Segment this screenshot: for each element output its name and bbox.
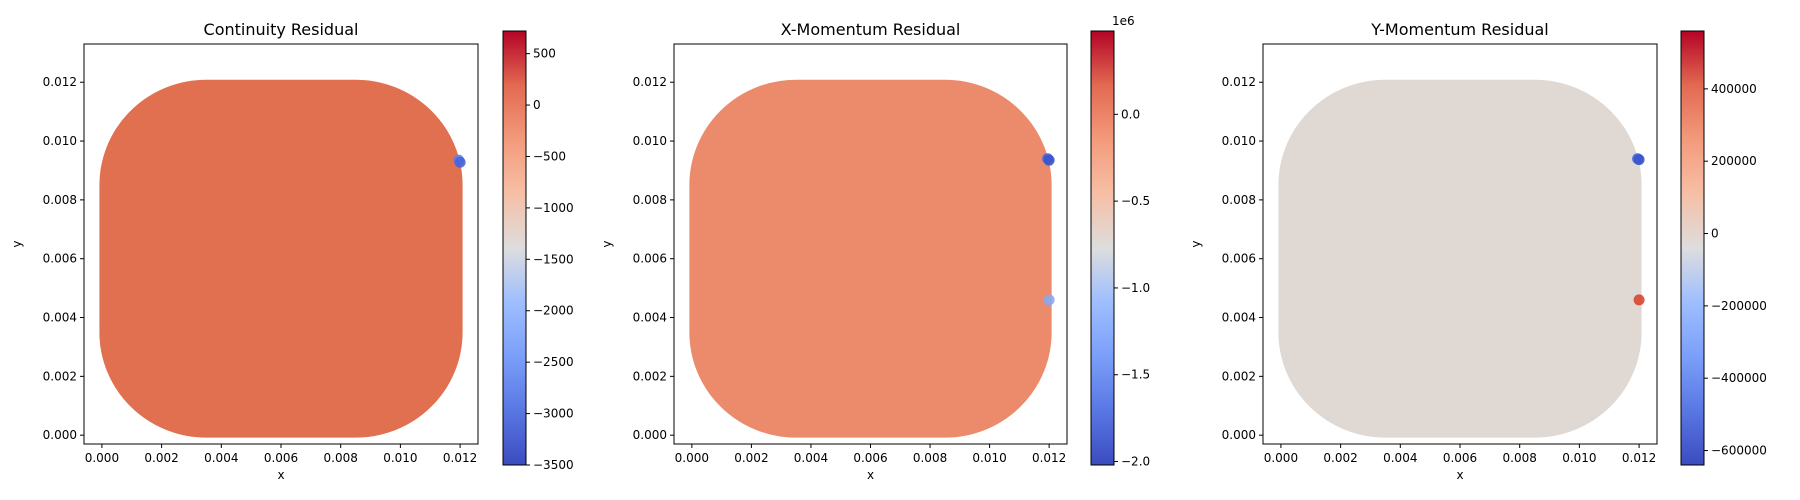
colorbar-tick-label: −2.0 <box>1121 455 1150 469</box>
colorbar-tick-label: −3500 <box>533 458 574 472</box>
x-tick-label: 0.000 <box>1264 451 1298 465</box>
colorbar-tick-label: −1.5 <box>1121 368 1150 382</box>
y-tick-label: 0.006 <box>43 252 77 266</box>
x-tick-label: 0.008 <box>1503 451 1537 465</box>
y-axis-label: y <box>600 240 614 247</box>
chart-title: Continuity Residual <box>204 20 359 39</box>
colorbar-tick-label: −0.5 <box>1121 194 1150 208</box>
residual-field-region <box>1278 79 1642 438</box>
y-tick-label: 0.006 <box>633 252 667 266</box>
x-tick-label: 0.012 <box>1622 451 1656 465</box>
x-tick-label: 0.008 <box>324 451 358 465</box>
colorbar-tick-label: −1500 <box>533 252 574 266</box>
colorbar-tick-label: −600000 <box>1711 444 1767 458</box>
x-tick-label: 0.012 <box>443 451 477 465</box>
y-tick-label: 0.012 <box>1222 75 1256 89</box>
y-tick-label: 0.010 <box>43 134 77 148</box>
colorbar-tick-label: −1000 <box>533 201 574 215</box>
y-tick-label: 0.002 <box>1222 369 1256 383</box>
colorbar <box>1680 30 1705 466</box>
x-axis-label: x <box>277 468 284 482</box>
colorbar-tick-label: −1.0 <box>1121 281 1150 295</box>
outlier-point <box>1043 154 1055 166</box>
colorbar-tick-label: −2500 <box>533 355 574 369</box>
subplot-3: 0.000 0.002 0.004 0.006 0.008 0.010 0.012 0.000… <box>1189 20 1767 482</box>
colorbar-tick-label: −2000 <box>533 304 574 318</box>
y-axis-label: y <box>1189 240 1203 247</box>
subplot-2: 0.000 0.002 0.004 0.006 0.008 0.010 0.012 0.000… <box>600 14 1150 482</box>
residual-field-region <box>99 79 463 438</box>
colorbar-tick-label: 0 <box>533 98 541 112</box>
colorbar-tick-label: 0.0 <box>1121 107 1140 121</box>
colorbar-tick-label: −3000 <box>533 407 574 421</box>
y-tick-label: 0.000 <box>1222 428 1256 442</box>
y-tick-label: 0.002 <box>43 369 77 383</box>
x-axis-label: x <box>1456 468 1463 482</box>
x-tick-label: 0.000 <box>675 451 709 465</box>
x-tick-label: 0.010 <box>972 451 1006 465</box>
x-tick-label: 0.006 <box>1443 451 1477 465</box>
colorbar-tick-label: 200000 <box>1711 154 1757 168</box>
colorbar <box>1090 30 1115 466</box>
y-tick-label: 0.004 <box>43 311 77 325</box>
chart-title: X-Momentum Residual <box>781 20 961 39</box>
y-tick-label: 0.012 <box>43 75 77 89</box>
outlier-point <box>1633 294 1645 306</box>
x-tick-label: 0.004 <box>794 451 828 465</box>
x-tick-label: 0.002 <box>1323 451 1357 465</box>
y-tick-label: 0.004 <box>633 311 667 325</box>
colorbar-tick-label: 0 <box>1711 227 1719 241</box>
y-tick-label: 0.000 <box>633 428 667 442</box>
y-tick-label: 0.010 <box>1222 134 1256 148</box>
y-axis-label: y <box>10 240 24 247</box>
y-tick-label: 0.008 <box>1222 193 1256 207</box>
residual-field-region <box>689 79 1052 438</box>
y-tick-label: 0.000 <box>43 428 77 442</box>
x-tick-label: 0.006 <box>853 451 887 465</box>
subplot-1: 0.000 0.002 0.004 0.006 0.008 0.010 0.012 0.000… <box>10 20 574 482</box>
x-tick-label: 0.002 <box>144 451 178 465</box>
x-tick-label: 0.004 <box>1383 451 1417 465</box>
x-tick-label: 0.002 <box>734 451 768 465</box>
outlier-point <box>1043 294 1055 306</box>
colorbar-tick-label: 400000 <box>1711 82 1757 96</box>
y-tick-label: 0.008 <box>43 193 77 207</box>
x-tick-label: 0.004 <box>204 451 238 465</box>
x-tick-label: 0.010 <box>383 451 417 465</box>
y-tick-label: 0.012 <box>633 75 667 89</box>
x-axis-label: x <box>867 468 874 482</box>
colorbar-tick-label: −200000 <box>1711 299 1767 313</box>
chart-title: Y-Momentum Residual <box>1370 20 1548 39</box>
y-tick-label: 0.002 <box>633 369 667 383</box>
y-tick-label: 0.004 <box>1222 311 1256 325</box>
outlier-point <box>454 156 466 168</box>
colorbar-offset-label: 1e6 <box>1112 14 1135 28</box>
colorbar-tick-label: −400000 <box>1711 371 1767 385</box>
x-tick-label: 0.000 <box>85 451 119 465</box>
y-tick-label: 0.008 <box>633 193 667 207</box>
x-tick-label: 0.006 <box>264 451 298 465</box>
colorbar-tick-label: 500 <box>533 47 556 61</box>
x-tick-label: 0.010 <box>1562 451 1596 465</box>
colorbar <box>502 30 527 466</box>
colorbar-tick-label: −500 <box>533 149 566 163</box>
y-tick-label: 0.010 <box>633 134 667 148</box>
x-tick-label: 0.008 <box>913 451 947 465</box>
x-tick-label: 0.012 <box>1032 451 1066 465</box>
outlier-point <box>1633 154 1645 166</box>
y-tick-label: 0.006 <box>1222 252 1256 266</box>
